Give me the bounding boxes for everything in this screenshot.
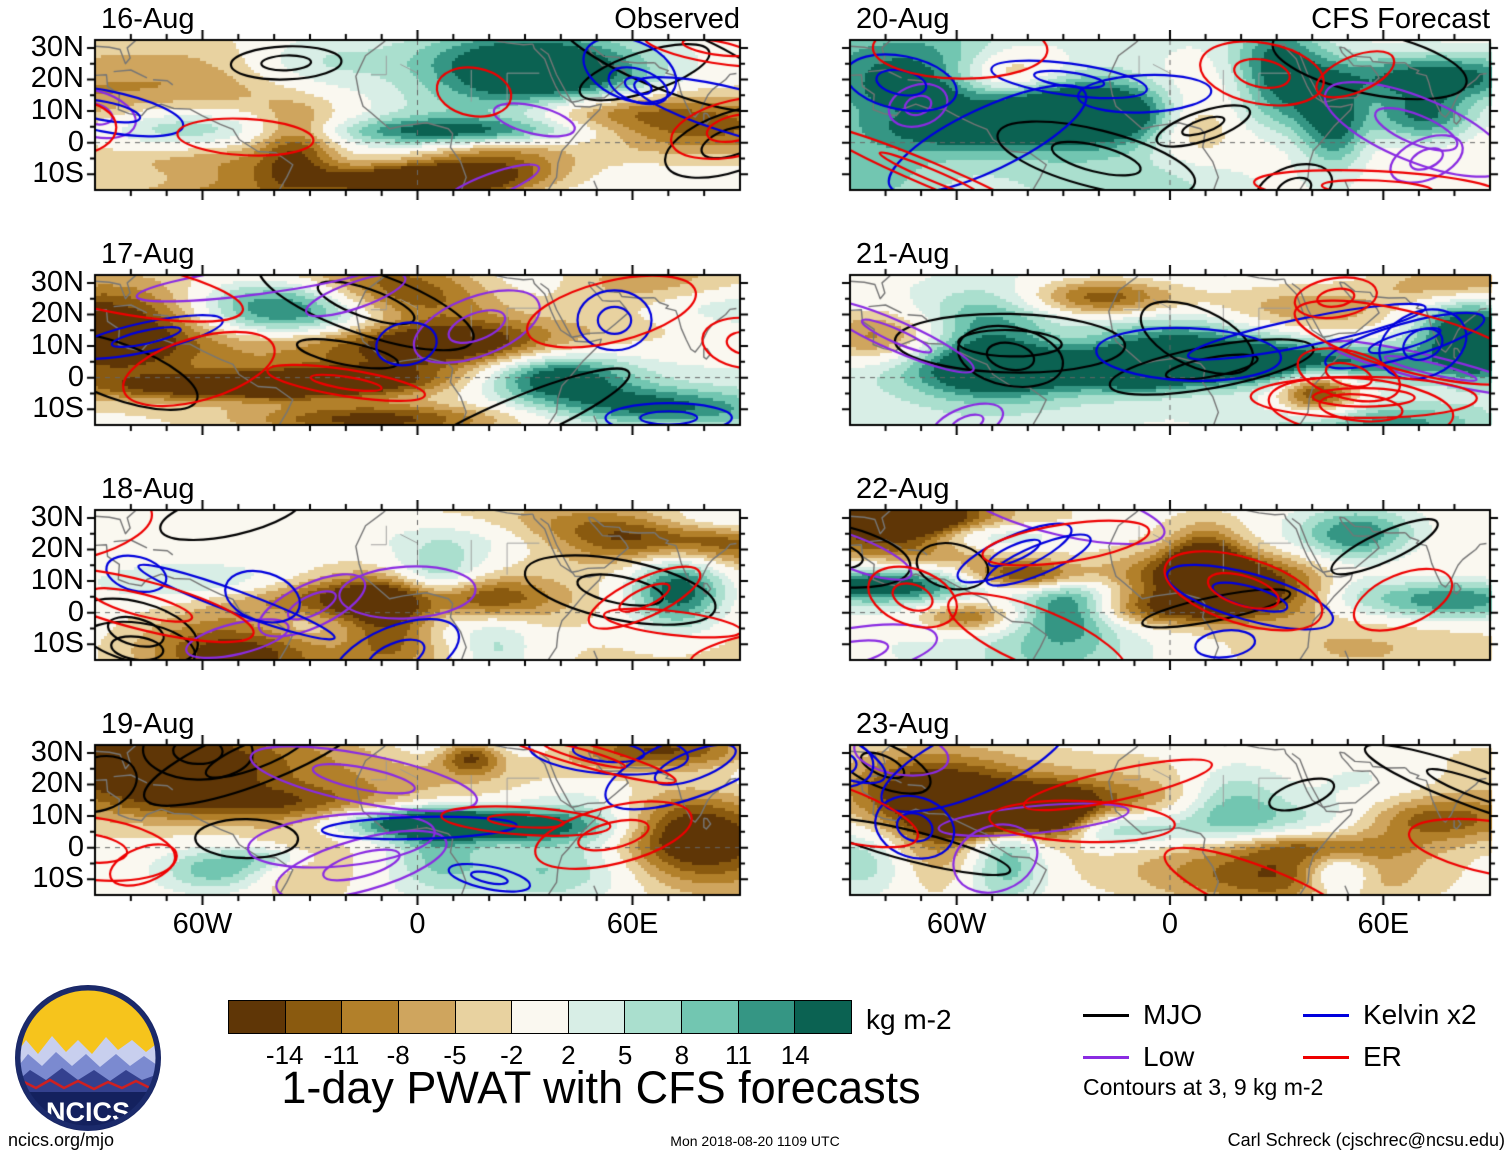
map-canvas-22-aug xyxy=(840,500,1500,670)
colorbar-tick-value: 11 xyxy=(725,1040,753,1070)
lat-tick-label: 10N xyxy=(30,329,84,362)
legend-label: ER xyxy=(1363,1041,1402,1072)
colorbar-segment-8 xyxy=(682,1001,739,1033)
panel-date-label: 19-Aug xyxy=(101,708,195,740)
map-panel-17-aug: 17-Aug xyxy=(85,238,750,435)
colorbar-tick-value: 14 xyxy=(780,1040,810,1070)
legend-note: Contours at 3, 9 kg m-2 xyxy=(1083,1074,1324,1100)
lat-tick-label: 10S xyxy=(32,157,84,190)
colorbar-segment-3 xyxy=(398,1001,456,1033)
logo-border xyxy=(15,985,161,1131)
lat-tick-label: 10S xyxy=(32,862,84,895)
panel-date-label: 21-Aug xyxy=(856,238,950,270)
column-header-cfs-forecast: CFS Forecast xyxy=(1311,3,1490,35)
lon-tick-label: 60E xyxy=(606,908,659,940)
legend-line-sample xyxy=(1303,1055,1349,1059)
colorbar-segment-2 xyxy=(342,1001,399,1033)
lat-tick-label: 0 xyxy=(67,360,84,393)
lat-tick-label: 30N xyxy=(30,265,84,298)
lat-tick-label: 0 xyxy=(67,595,84,628)
colorbar-tick-value: -11 xyxy=(323,1040,360,1070)
footer-url: ncics.org/mjo xyxy=(8,1130,115,1150)
map-panel-20-aug: 20-Aug CFS Forecast xyxy=(840,3,1500,200)
lat-tick-label: 30N xyxy=(30,735,84,768)
colorbar-segment-0 xyxy=(229,1001,286,1033)
footer-timestamp: Mon 2018-08-20 1109 UTC xyxy=(670,1133,840,1149)
colorbar-segment-6 xyxy=(568,1001,626,1033)
colorbar-segment-10 xyxy=(795,1001,852,1033)
legend-label: MJO xyxy=(1143,999,1203,1030)
legend-entry-mjo: MJO xyxy=(1083,998,1202,1032)
legend-entry-er: ER xyxy=(1303,1040,1402,1074)
lat-tick-label: 20N xyxy=(30,297,84,330)
ncics-logo-image: NCICS xyxy=(15,985,161,1131)
map-panel-22-aug: 22-Aug xyxy=(840,473,1500,670)
lon-tick-label: 60E xyxy=(1357,908,1410,940)
map-canvas-16-aug xyxy=(85,30,750,200)
colorbar-tick-value: -14 xyxy=(265,1040,304,1070)
colorbar-segment-9 xyxy=(738,1001,796,1033)
column-header-observed: Observed xyxy=(614,3,740,35)
map-panel-19-aug: 19-Aug xyxy=(85,708,750,905)
colorbar-tick-value: 5 xyxy=(617,1040,633,1070)
legend-label: Low xyxy=(1143,1041,1195,1072)
map-canvas-19-aug xyxy=(85,735,750,905)
lat-tick-label: 10S xyxy=(32,392,84,425)
lat-tick-label: 10N xyxy=(30,564,84,597)
panel-date-label: 22-Aug xyxy=(856,473,950,505)
logo-red-line xyxy=(18,1078,158,1091)
ncics-logo: NCICS xyxy=(12,982,164,1139)
legend-label: Kelvin x2 xyxy=(1363,999,1477,1030)
colorbar-tick-value: -5 xyxy=(443,1040,467,1070)
lat-tick-label: 10S xyxy=(32,627,84,660)
lat-tick-label: 20N xyxy=(30,62,84,95)
map-panel-16-aug: 16-Aug Observed xyxy=(85,3,750,200)
colorbar-tick-value: 8 xyxy=(674,1040,690,1070)
map-panel-23-aug: 23-Aug xyxy=(840,708,1500,905)
map-panel-21-aug: 21-Aug xyxy=(840,238,1500,435)
map-panel-18-aug: 18-Aug xyxy=(85,473,750,670)
lon-tick-label: 60W xyxy=(172,908,233,940)
colorbar-unit-label: kg m-2 xyxy=(866,1004,952,1035)
lat-tick-label: 20N xyxy=(30,532,84,565)
map-canvas-17-aug xyxy=(85,265,750,435)
legend-line-sample xyxy=(1083,1055,1129,1059)
legend-line-sample xyxy=(1303,1013,1349,1017)
lat-tick-label: 20N xyxy=(30,767,84,800)
colorbar-segment-5 xyxy=(512,1001,569,1033)
lat-tick-label: 0 xyxy=(67,125,84,158)
colorbar-tick-value: 2 xyxy=(561,1040,576,1070)
lat-tick-label: 10N xyxy=(30,94,84,127)
legend-entry-kelvin-x2: Kelvin x2 xyxy=(1303,998,1477,1032)
lat-tick-label: 30N xyxy=(30,500,84,533)
panel-date-label: 20-Aug xyxy=(856,3,950,35)
colorbar-tick-value: -2 xyxy=(500,1040,524,1070)
figure-title: 1-day PWAT with CFS forecasts xyxy=(281,1062,921,1113)
map-canvas-21-aug xyxy=(840,265,1500,435)
lon-tick-label: 0 xyxy=(1161,908,1179,940)
lon-tick-label: 60W xyxy=(926,908,987,940)
colorbar-tick-value: -8 xyxy=(386,1040,410,1070)
map-canvas-23-aug xyxy=(840,735,1500,905)
legend-entry-low: Low xyxy=(1083,1040,1194,1074)
legend-line-sample xyxy=(1083,1013,1129,1017)
map-canvas-18-aug xyxy=(85,500,750,670)
lon-tick-label: 0 xyxy=(409,908,426,940)
colorbar-segment-4 xyxy=(455,1001,513,1033)
panel-date-label: 16-Aug xyxy=(101,3,195,35)
lat-tick-label: 0 xyxy=(67,830,84,863)
colorbar-segment-1 xyxy=(285,1001,343,1033)
lat-tick-label: 30N xyxy=(30,30,84,63)
panel-date-label: 17-Aug xyxy=(101,238,195,270)
colorbar-segment-7 xyxy=(625,1001,683,1033)
footer-credit: Carl Schreck (cjschrec@ncsu.edu) xyxy=(1227,1130,1505,1150)
panel-date-label: 23-Aug xyxy=(856,708,950,740)
lat-tick-label: 10N xyxy=(30,799,84,832)
colorbar xyxy=(228,1000,852,1034)
map-canvas-20-aug xyxy=(840,30,1500,200)
panel-date-label: 18-Aug xyxy=(101,473,195,505)
